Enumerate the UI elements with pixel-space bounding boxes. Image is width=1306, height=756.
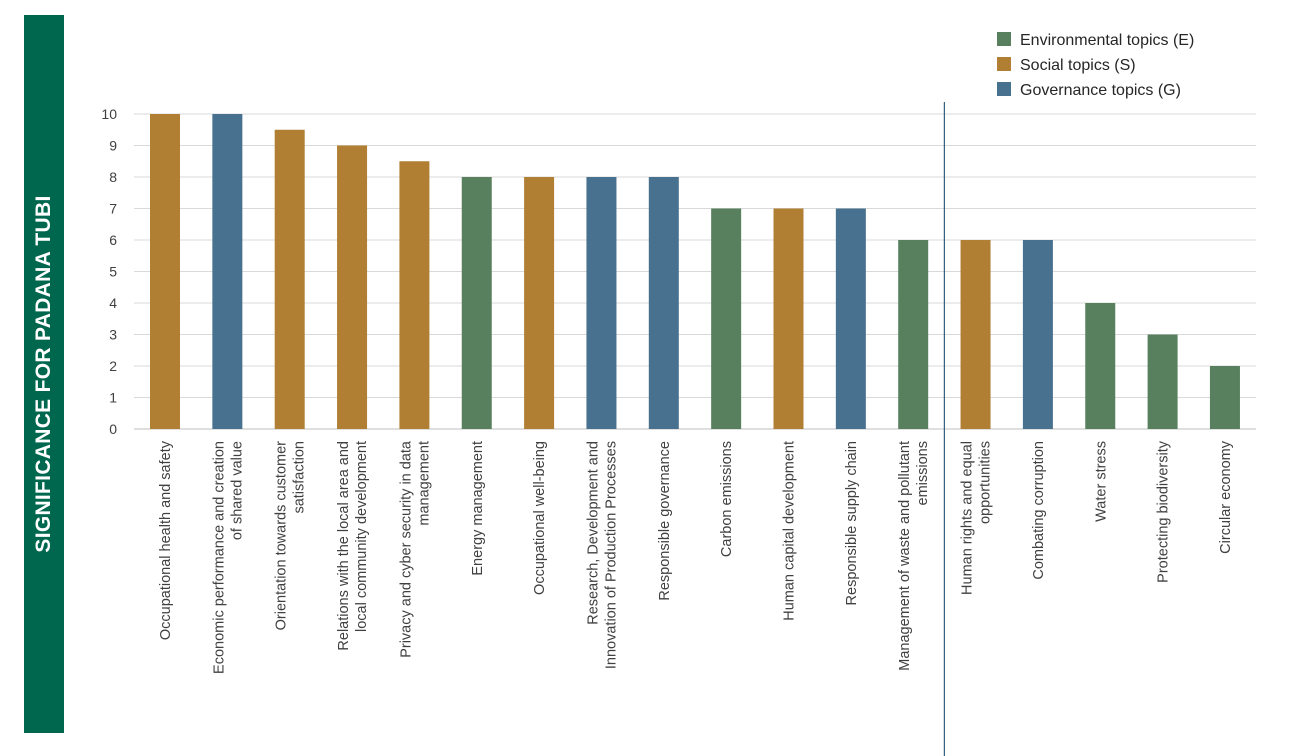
x-tick-label-line: emissions bbox=[915, 441, 931, 505]
y-tick-label: 9 bbox=[109, 138, 117, 154]
legend: Environmental topics (E) Social topics (S… bbox=[997, 32, 1194, 99]
legend-swatch bbox=[997, 82, 1011, 96]
x-tick-label-line: Combating corruption bbox=[1031, 441, 1047, 580]
x-tick-label: Carbon emissions bbox=[719, 441, 735, 557]
x-tick-label-line: Occupational health and safety bbox=[158, 440, 174, 640]
x-tick-label: Relations with the local area and local c… bbox=[336, 441, 370, 651]
x-tick-label-line: Human rights and equal bbox=[960, 441, 976, 595]
x-tick-label: Human capital development bbox=[782, 441, 798, 621]
x-tick-label-line: management bbox=[416, 441, 432, 526]
bar bbox=[150, 114, 180, 429]
gridlines bbox=[134, 113, 1256, 430]
legend-label: Governance topics (G) bbox=[1020, 82, 1181, 99]
legend-label: Environmental topics (E) bbox=[1020, 32, 1194, 49]
y-tick-label: 1 bbox=[109, 390, 117, 406]
x-tick-label-line: Relations with the local area and bbox=[336, 441, 352, 651]
x-tick-label-line: Energy management bbox=[470, 441, 486, 576]
x-tick-label-line: Economic performance and creation bbox=[211, 441, 227, 674]
bar bbox=[1022, 240, 1053, 429]
x-tick-label-line: Management of waste and pollutant bbox=[897, 441, 913, 671]
y-tick-label: 8 bbox=[109, 169, 117, 185]
x-tick-label: Water stress bbox=[1093, 441, 1109, 522]
y-tick-label: 3 bbox=[109, 327, 117, 343]
legend-swatch bbox=[997, 32, 1011, 46]
x-tick-label: Combating corruption bbox=[1031, 441, 1047, 580]
bar bbox=[648, 177, 679, 429]
x-axis-labels: Occupational health and safety Economic p… bbox=[158, 440, 1234, 674]
x-tick-label-line: Orientation towards customer bbox=[274, 441, 290, 631]
x-tick-label-line: local community development bbox=[354, 441, 370, 632]
legend-label: Social topics (S) bbox=[1020, 57, 1136, 74]
x-tick-label-line: Privacy and cyber security in data bbox=[398, 440, 414, 658]
bar bbox=[711, 208, 742, 429]
bar bbox=[773, 208, 804, 429]
x-tick-label: Responsible governance bbox=[657, 441, 673, 601]
bar bbox=[1085, 303, 1116, 429]
x-tick-label: Circular economy bbox=[1218, 440, 1234, 554]
y-tick-label: 5 bbox=[109, 264, 117, 280]
x-tick-label-line: Protecting biodiversity bbox=[1156, 440, 1172, 583]
y-axis-ticks: 0 1 2 3 4 5 6 7 8 9 10 bbox=[101, 106, 117, 437]
bar bbox=[1209, 366, 1240, 429]
y-tick-label: 2 bbox=[109, 358, 117, 374]
x-tick-label: Occupational health and safety bbox=[158, 440, 174, 640]
side-banner bbox=[24, 15, 64, 733]
x-tick-label-line: Occupational well-being bbox=[532, 441, 548, 595]
bar bbox=[835, 208, 866, 429]
x-tick-label: Economic performance and creation of shar… bbox=[211, 441, 245, 674]
bars bbox=[150, 102, 1240, 756]
x-tick-label-line: Circular economy bbox=[1218, 440, 1234, 554]
x-tick-label: Protecting biodiversity bbox=[1156, 440, 1172, 583]
x-tick-label: Research, Development and Innovation of P… bbox=[585, 441, 619, 669]
x-tick-label-line: Water stress bbox=[1093, 441, 1109, 522]
y-tick-label: 7 bbox=[109, 201, 117, 217]
bar bbox=[461, 177, 492, 429]
bar bbox=[524, 177, 555, 429]
y-tick-label: 10 bbox=[101, 106, 117, 122]
x-tick-label-line: satisfaction bbox=[292, 441, 308, 514]
bar bbox=[1147, 334, 1178, 429]
x-tick-label-line: of shared value bbox=[229, 441, 245, 540]
bar bbox=[337, 145, 368, 429]
x-tick-label-line: Responsible governance bbox=[657, 441, 673, 601]
bar bbox=[898, 240, 929, 429]
x-tick-label: Energy management bbox=[470, 441, 486, 576]
x-tick-label: Management of waste and pollutant emissio… bbox=[897, 441, 931, 671]
x-tick-label-line: Innovation of Production Processes bbox=[603, 441, 619, 669]
bar bbox=[960, 240, 991, 429]
x-tick-label-line: Human capital development bbox=[782, 441, 798, 621]
bar bbox=[399, 161, 430, 429]
x-tick-label: Occupational well-being bbox=[532, 441, 548, 595]
x-tick-label-line: Carbon emissions bbox=[719, 441, 735, 557]
x-tick-label: Privacy and cyber security in data manage… bbox=[398, 440, 432, 658]
legend-swatch bbox=[997, 57, 1011, 71]
y-tick-label: 0 bbox=[109, 421, 117, 437]
x-tick-label: Human rights and equal opportunities bbox=[960, 441, 994, 595]
bar bbox=[586, 177, 617, 429]
x-tick-label-line: Responsible supply chain bbox=[844, 441, 860, 605]
bar bbox=[212, 114, 243, 429]
bar bbox=[274, 129, 305, 429]
y-tick-label: 4 bbox=[109, 295, 117, 311]
x-tick-label-line: Research, Development and bbox=[585, 441, 601, 625]
x-tick-label: Orientation towards customer satisfaction bbox=[274, 441, 308, 631]
x-tick-label: Responsible supply chain bbox=[844, 441, 860, 605]
y-tick-label: 6 bbox=[109, 232, 117, 248]
x-tick-label-line: opportunities bbox=[978, 441, 994, 524]
